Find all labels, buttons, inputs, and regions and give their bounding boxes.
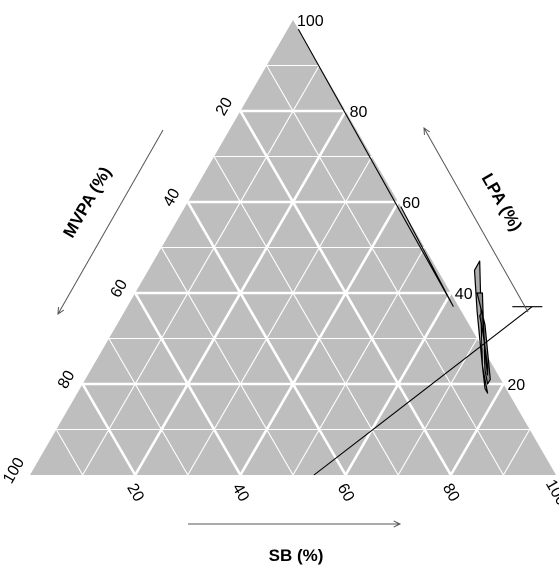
minor-grid	[55, 64, 531, 476]
sb-tick-100: 100	[542, 477, 559, 509]
grid-line-sb-60	[344, 292, 452, 476]
grid-line-sb-70	[397, 338, 478, 476]
sb-tick-40: 40	[228, 481, 252, 505]
mvpa-tick-60: 60	[107, 277, 131, 301]
reference-line-1	[297, 28, 454, 307]
grid-line-mvpa-60	[134, 292, 242, 476]
sb-tick-60: 60	[334, 481, 358, 505]
grid-line-sb-10	[82, 65, 320, 476]
grid-line-mvpa-10	[266, 65, 504, 476]
major-grid	[81, 109, 505, 476]
grid-line-mvpa-40	[186, 201, 347, 476]
reference-line-2	[313, 306, 533, 476]
grid-line-sb-40	[239, 201, 400, 476]
grid-line-mvpa-30	[213, 156, 399, 476]
contour-inner	[479, 310, 489, 376]
lpa-tick-20: 20	[507, 377, 525, 394]
mvpa-tick-100: 100	[0, 455, 28, 487]
mvpa-arrow-head	[57, 306, 65, 315]
grid-line-mvpa-70	[108, 338, 189, 476]
mvpa-arrow-shaft	[57, 129, 164, 315]
density-contours	[473, 260, 491, 394]
tick-labels: 20 40 60 80 100 20 40 60 80 100 20 40 60 80 100	[0, 13, 559, 509]
lpa-arrow-shaft	[423, 127, 529, 313]
mvpa-tick-40: 40	[160, 186, 184, 210]
grid-line-sb-30	[187, 156, 373, 476]
reference-lines	[297, 28, 543, 476]
sb-tick-20: 20	[123, 481, 147, 505]
grid-line-mvpa-50	[161, 247, 294, 476]
axis-arrows	[57, 126, 529, 528]
mvpa-tick-80: 80	[55, 368, 79, 392]
mvpa-tick-20: 20	[213, 95, 237, 119]
lpa-axis-title: LPA (%)	[478, 170, 526, 234]
grid-line-mvpa-80	[81, 383, 137, 476]
grid-line-sb-80	[449, 383, 505, 476]
grid-line-mvpa-90	[55, 429, 84, 476]
sb-axis-title: SB (%)	[269, 546, 324, 565]
lpa-tick-100: 100	[297, 13, 324, 30]
grid-line-sb-90	[502, 429, 531, 476]
lpa-tick-80: 80	[350, 104, 368, 121]
sb-arrow-head	[393, 520, 402, 528]
lpa-arrow-head	[423, 126, 431, 136]
sb-tick-80: 80	[439, 481, 463, 505]
lpa-tick-60: 60	[402, 195, 420, 212]
lpa-tick-40: 40	[455, 286, 473, 303]
grid-line-sb-50	[292, 247, 425, 476]
